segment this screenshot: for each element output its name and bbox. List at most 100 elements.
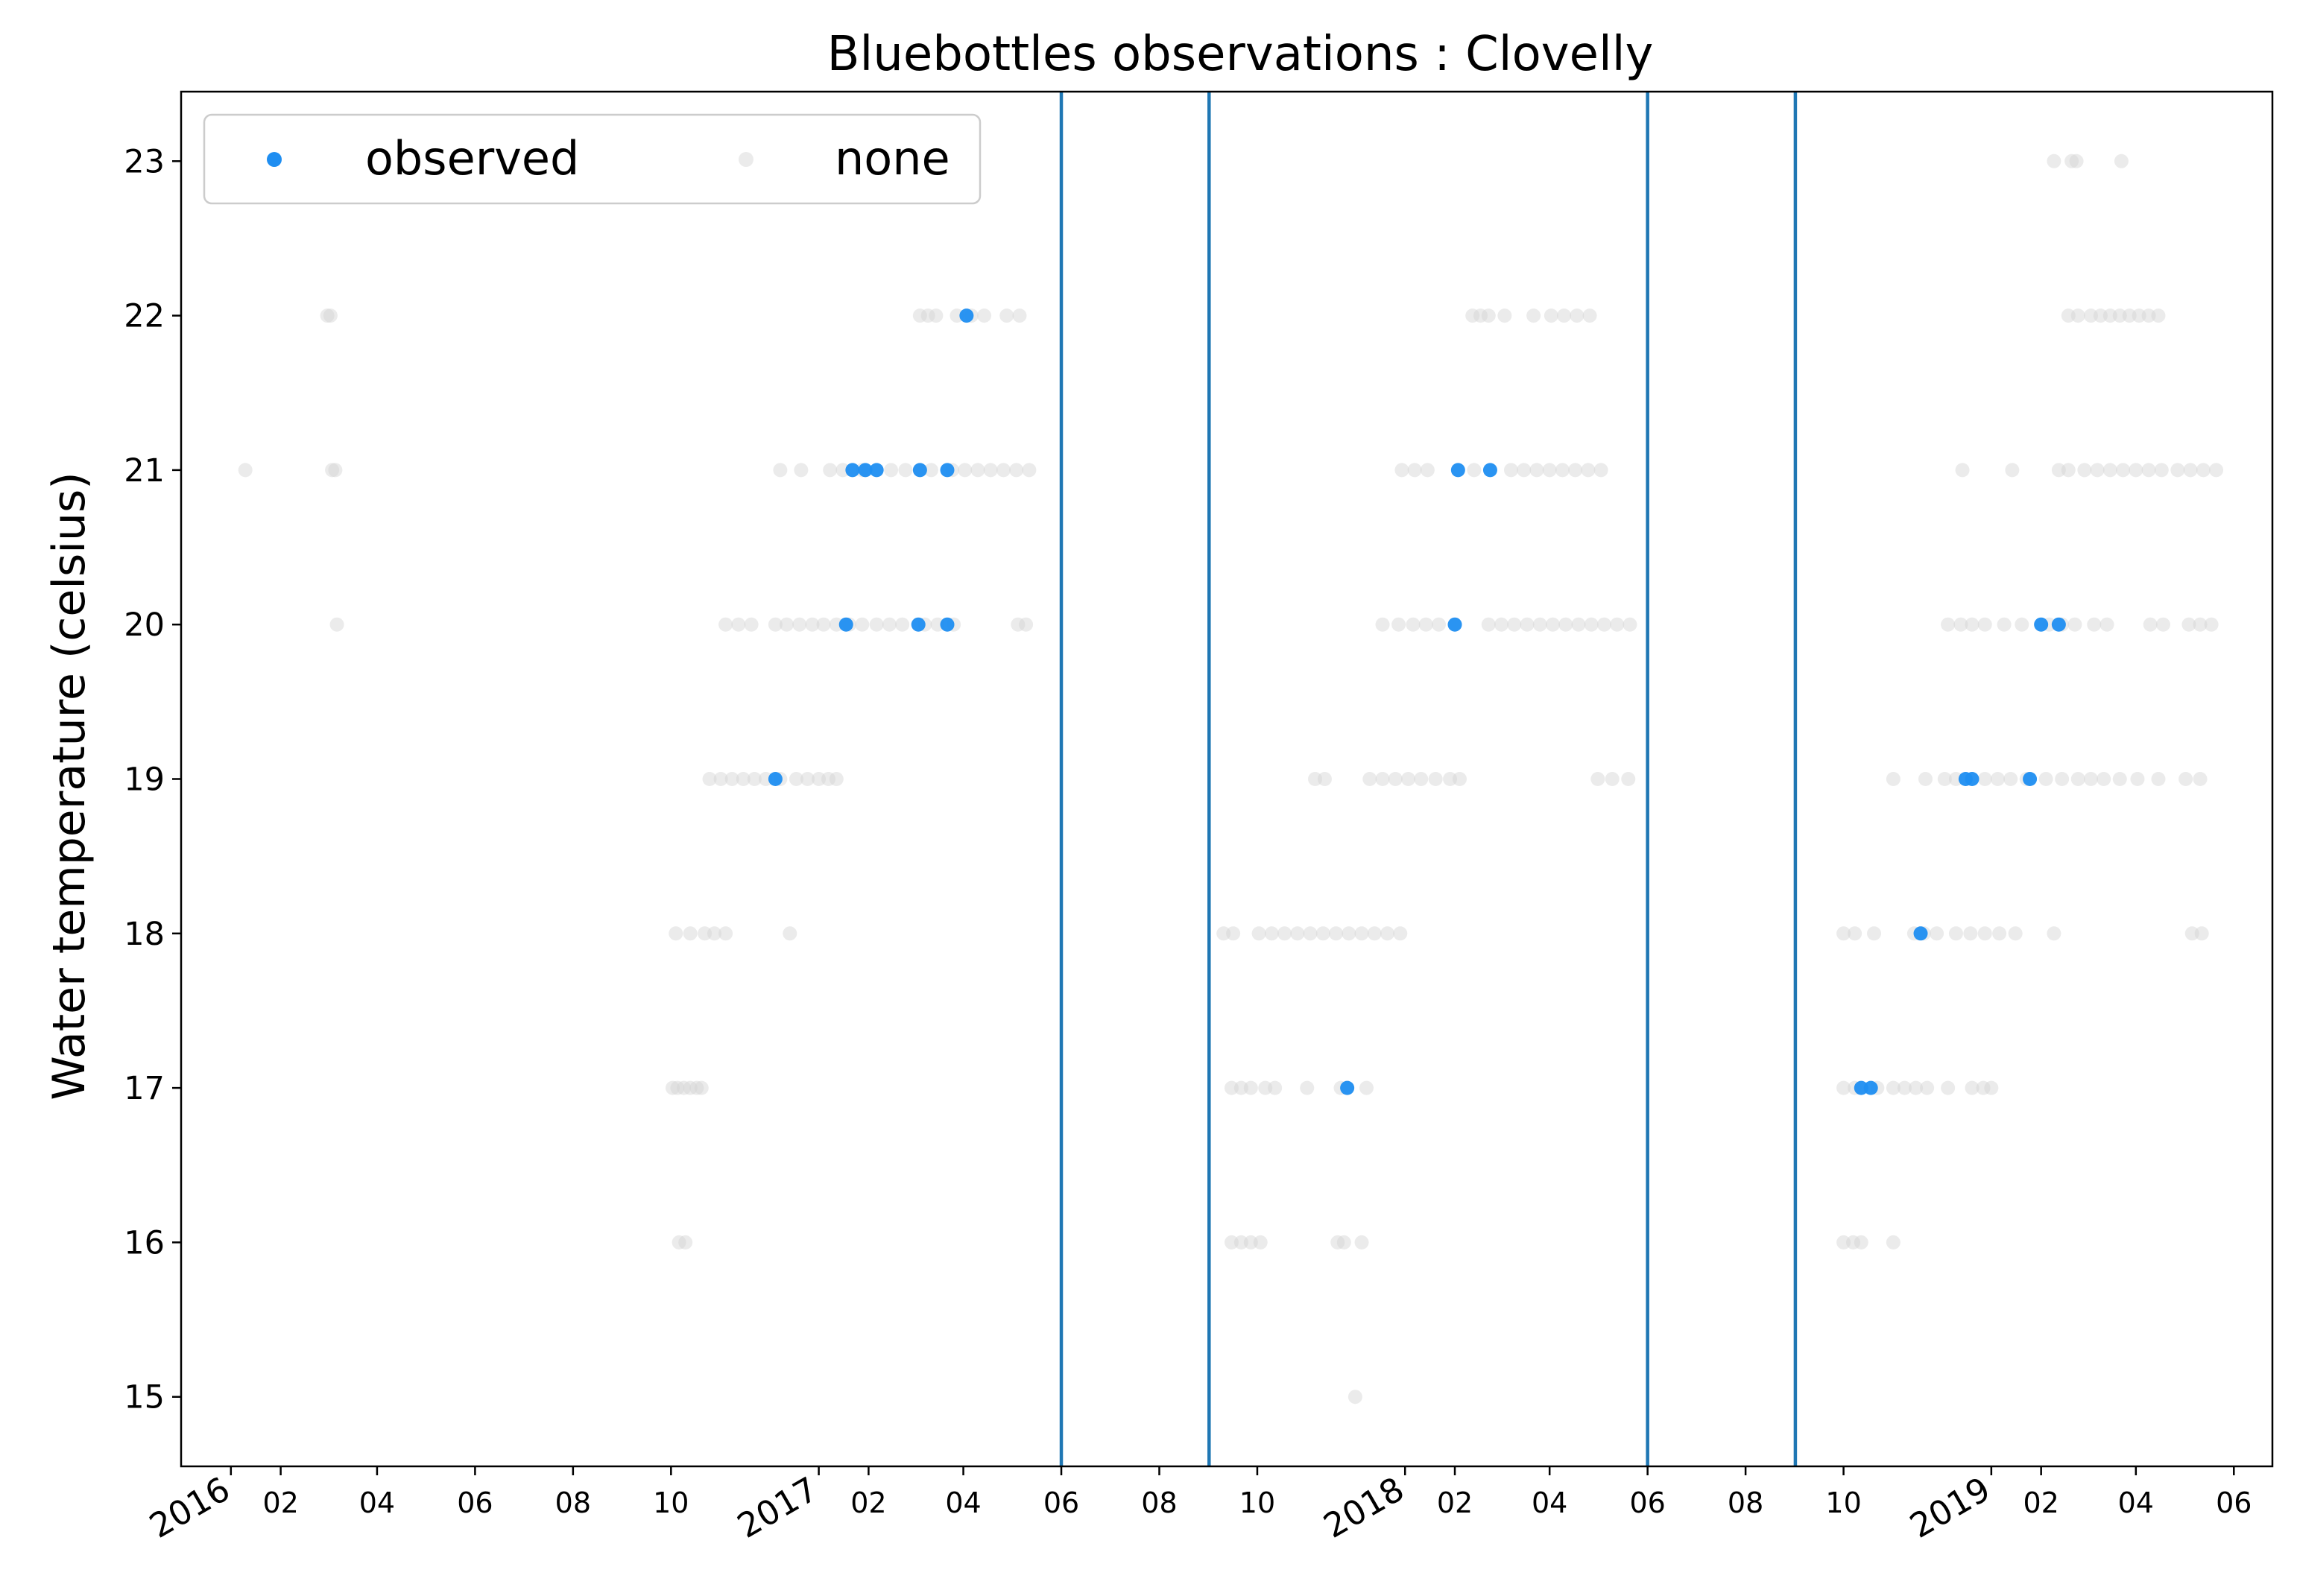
none-point xyxy=(2170,463,2185,478)
none-point xyxy=(792,617,807,632)
none-point xyxy=(718,617,733,632)
none-point xyxy=(1570,308,1584,323)
none-point xyxy=(1375,772,1390,786)
y-tick-label: 23 xyxy=(124,143,165,180)
none-point xyxy=(1517,463,1532,478)
none-point xyxy=(1375,617,1390,632)
none-point xyxy=(683,1080,698,1095)
none-point xyxy=(1393,926,1408,941)
none-point xyxy=(1605,772,1620,786)
none-point xyxy=(1473,308,1488,323)
none-point xyxy=(1264,926,1279,941)
none-point xyxy=(1948,926,1963,941)
none-point xyxy=(2083,308,2098,323)
none-point xyxy=(2112,772,2127,786)
none-point xyxy=(2116,463,2131,478)
x-tick-month-label: 06 xyxy=(1043,1486,1079,1519)
observed-point xyxy=(912,463,927,478)
none-point xyxy=(2209,463,2224,478)
none-point xyxy=(1428,772,1443,786)
none-point xyxy=(2141,463,2156,478)
none-point xyxy=(1965,617,1980,632)
none-point xyxy=(1836,926,1851,941)
none-point xyxy=(1984,1080,1999,1095)
none-point xyxy=(320,308,335,323)
none-point xyxy=(2151,772,2166,786)
x-tick-month-label: 10 xyxy=(1239,1486,1275,1519)
none-point xyxy=(1380,926,1395,941)
x-tick-month-label: 02 xyxy=(1437,1486,1473,1519)
x-tick-month-label: 06 xyxy=(1629,1486,1665,1519)
none-point xyxy=(2130,772,2145,786)
none-point xyxy=(2003,772,2018,786)
none-point xyxy=(2194,926,2209,941)
none-point xyxy=(1886,1235,1901,1250)
none-point xyxy=(2038,772,2053,786)
none-point xyxy=(1965,1080,1980,1095)
none-point xyxy=(783,926,797,941)
none-point xyxy=(1362,772,1377,786)
legend-box xyxy=(203,113,982,205)
x-tick-month-label: 04 xyxy=(945,1486,981,1519)
none-point xyxy=(2047,926,2061,941)
none-point xyxy=(1848,926,1862,941)
none-point xyxy=(2141,308,2156,323)
observed-point xyxy=(1913,926,1928,941)
none-point xyxy=(736,772,751,786)
none-point xyxy=(724,772,739,786)
none-point xyxy=(855,617,870,632)
none-point xyxy=(323,308,338,323)
plot-area-frame xyxy=(180,90,2274,1468)
none-point xyxy=(1557,308,1572,323)
none-point xyxy=(1582,308,1597,323)
none-point xyxy=(713,772,728,786)
none-point xyxy=(2015,617,2029,632)
none-point xyxy=(2193,772,2208,786)
none-point xyxy=(1022,463,1037,478)
none-point xyxy=(2061,463,2076,478)
none-point xyxy=(2097,772,2111,786)
chart-title: Bluebottles observations : Clovelly xyxy=(827,27,1654,82)
observed-point xyxy=(869,463,884,478)
legend-observed-marker xyxy=(267,152,282,167)
none-point xyxy=(1503,463,1518,478)
none-point xyxy=(1593,463,1608,478)
x-tick-month-label: 02 xyxy=(262,1486,298,1519)
none-point xyxy=(1233,1235,1248,1250)
none-point xyxy=(1897,1080,1912,1095)
none-point xyxy=(718,926,733,941)
none-point xyxy=(1406,617,1421,632)
none-point xyxy=(2112,308,2127,323)
observed-point xyxy=(768,772,783,786)
none-point xyxy=(328,463,343,478)
observed-point xyxy=(959,308,974,323)
y-tick-label: 20 xyxy=(124,607,165,644)
none-point xyxy=(829,772,844,786)
none-point xyxy=(1303,926,1318,941)
x-tick-month-label: 06 xyxy=(2216,1486,2252,1519)
none-point xyxy=(1414,772,1429,786)
observed-point xyxy=(858,463,873,478)
x-tick-month-label: 02 xyxy=(850,1486,886,1519)
none-point xyxy=(1941,617,1956,632)
x-tick-month-label: 02 xyxy=(2023,1486,2059,1519)
none-point xyxy=(800,772,815,786)
none-point xyxy=(1216,926,1231,941)
none-point xyxy=(1009,463,1024,478)
none-point xyxy=(1308,772,1323,786)
none-point xyxy=(2077,463,2092,478)
none-point xyxy=(884,463,899,478)
observed-point xyxy=(838,617,853,632)
none-point xyxy=(1019,617,1034,632)
none-point xyxy=(912,308,927,323)
none-point xyxy=(1886,772,1901,786)
x-tick-year-label: 2018 xyxy=(1317,1469,1411,1546)
none-point xyxy=(1997,617,2012,632)
none-point xyxy=(2151,308,2166,323)
none-point xyxy=(2143,617,2158,632)
none-point xyxy=(1610,617,1625,632)
none-point xyxy=(1277,926,1292,941)
none-point xyxy=(1977,617,1992,632)
none-point xyxy=(689,1080,704,1095)
none-point xyxy=(665,1080,680,1095)
